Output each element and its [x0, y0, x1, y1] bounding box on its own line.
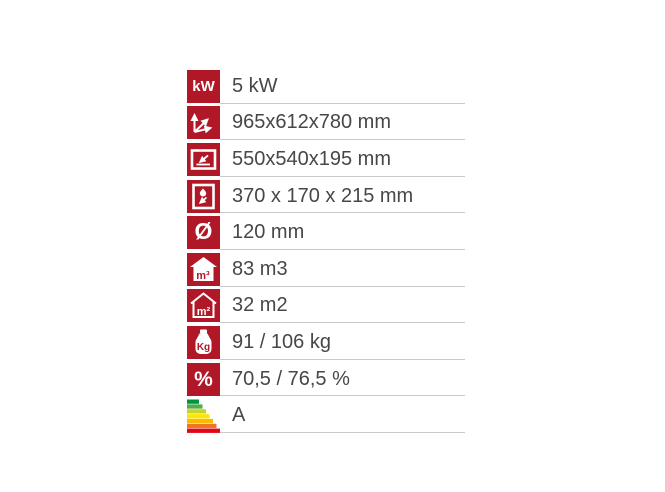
spec-value-efficiency: 70,5 / 76,5 % [232, 367, 350, 390]
spec-value-heating-volume: 83 m3 [232, 257, 288, 280]
spec-value-firebox-dimensions: 370 x 170 x 215 mm [232, 184, 414, 207]
spec-row-heating-area: m² 32 m2 [187, 288, 465, 325]
spec-value-weight: 91 / 106 kg [232, 330, 331, 353]
firebox-dimensions-icon [187, 179, 220, 213]
external-dimensions-icon [187, 106, 220, 140]
spec-value-flue-diameter: 120 mm [232, 221, 305, 244]
spec-row-door-dimensions: 550x540x195 mm [187, 141, 465, 178]
spec-row-nominal-power: kW 5 kW [187, 68, 465, 105]
spec-value-door-dimensions: 550x540x195 mm [232, 147, 391, 170]
spec-row-flue-diameter: Ø 120 mm [187, 214, 465, 251]
spec-value-external-dimensions: 965x612x780 mm [232, 111, 391, 134]
spec-row-weight: Kg 91 / 106 kg [187, 324, 465, 361]
door-dimensions-icon [187, 142, 220, 176]
percent-icon-label: % [194, 367, 213, 391]
area-unit-label: m² [197, 306, 211, 318]
spec-row-external-dimensions: 965x612x780 mm [187, 105, 465, 142]
energy-label-icon [187, 399, 220, 433]
power-kw-icon: kW [187, 69, 220, 103]
weight-kg-icon: Kg [187, 325, 220, 359]
spec-value-heating-area: 32 m2 [232, 294, 288, 317]
volume-unit-label: m³ [196, 270, 210, 282]
spec-row-energy-class: A [187, 397, 465, 434]
kg-icon-label: Kg [197, 342, 210, 353]
heating-volume-house-icon: m³ [187, 252, 220, 286]
spec-row-efficiency: % 70,5 / 76,5 % [187, 361, 465, 398]
spec-row-firebox-dimensions: 370 x 170 x 215 mm [187, 178, 465, 215]
spec-row-heating-volume: m³ 83 m3 [187, 251, 465, 288]
diameter-icon-label: Ø [194, 218, 213, 245]
efficiency-percent-icon: % [187, 362, 220, 396]
heating-area-house-icon: m² [187, 289, 220, 323]
spec-value-nominal-power: 5 kW [232, 74, 278, 97]
spec-value-energy-class: A [232, 404, 246, 427]
flue-diameter-icon: Ø [187, 216, 220, 250]
kw-icon-label: kW [192, 77, 215, 95]
product-spec-table: kW 5 kW 965x612x780 mm [187, 68, 465, 434]
